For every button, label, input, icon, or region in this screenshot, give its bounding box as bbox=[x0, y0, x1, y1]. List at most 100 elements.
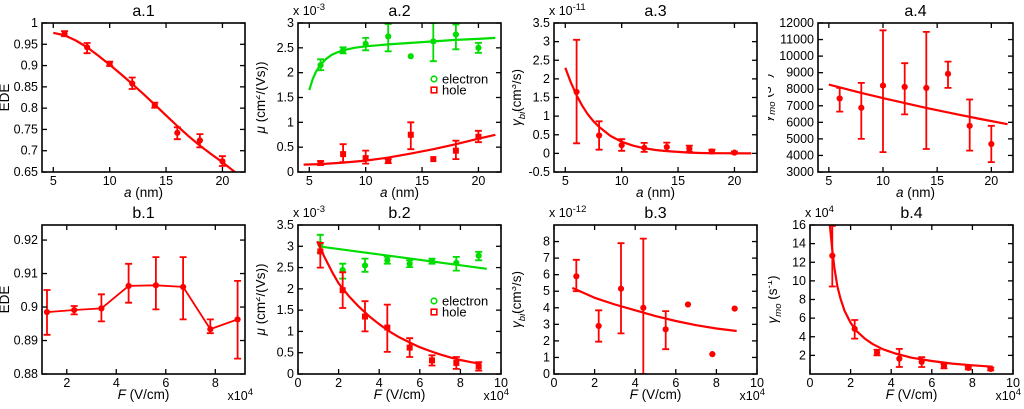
hole-fit-line bbox=[316, 240, 481, 365]
subplot-title: b.4 bbox=[900, 205, 922, 222]
EDE-data-point bbox=[106, 60, 113, 67]
subplot-title: a.1 bbox=[132, 3, 154, 20]
gamma_mo-fit-line bbox=[828, 83, 1008, 126]
subplot-title: b.3 bbox=[644, 205, 666, 222]
axes-box bbox=[553, 224, 758, 375]
y-tick-label: 0.95 bbox=[14, 37, 38, 51]
plot-a4: 5 10 15 20 3000 4000 5000 6000 7000 8000 9000 10000… bbox=[758, 3, 1014, 200]
x-tick-label: 10 bbox=[103, 174, 117, 188]
gamma_bi-data-point bbox=[709, 351, 716, 358]
gamma_bi-data-point bbox=[663, 143, 670, 151]
y-tick-label: 0.5 bbox=[277, 346, 294, 360]
EDE-data-point bbox=[219, 158, 226, 165]
x-tick-label: 4 bbox=[632, 376, 639, 390]
y-axis-label: μ (cm2/(Vs)) bbox=[256, 62, 268, 135]
subplot-title: a.2 bbox=[388, 3, 410, 20]
electron-data-point bbox=[428, 258, 436, 265]
electron-data-point bbox=[475, 252, 482, 259]
subplot-title: b.2 bbox=[388, 205, 410, 222]
x-tick-label: 8 bbox=[212, 376, 219, 390]
axes-box bbox=[41, 22, 246, 173]
subplot-cell-b2: 0 2 4 6 8 10 0 0.5 1 1.5 2 2.5 3 3.5 b.2 F (V/cm) μ (cm2… bbox=[252, 202, 512, 404]
y-tick-label: 1 bbox=[543, 109, 550, 123]
axes-box bbox=[817, 22, 1014, 173]
gamma_mo-data-point bbox=[829, 252, 836, 259]
x-tick-label: 6 bbox=[416, 376, 423, 390]
x-tick-label: 6 bbox=[162, 376, 169, 390]
hole-data-point bbox=[340, 151, 347, 158]
axis-ticks bbox=[42, 22, 245, 173]
gamma_bi-data-point bbox=[573, 273, 580, 280]
electron-data-point bbox=[384, 257, 391, 264]
subplot-cell-b1: 2 4 6 8 0.88 0.89 0.9 0.91 0.92 b.1 F (V/cm) EDE x10… bbox=[0, 202, 256, 404]
x-tick-label: 10 bbox=[494, 376, 508, 390]
gamma_bi-data-point bbox=[731, 149, 738, 156]
y-tick-label: 1 bbox=[287, 324, 294, 338]
x-tick-label: 10 bbox=[750, 376, 764, 390]
y-tick-label: 4 bbox=[799, 330, 806, 344]
axis-ticks bbox=[818, 22, 1013, 173]
x-tick-label: 15 bbox=[415, 174, 429, 188]
subplot-cell-a2: 5 10 15 20 0 0.5 1 1.5 2 2.5 3 a.2 a (nm) μ (cm2/(Vs)… bbox=[252, 0, 512, 202]
y-axis-label: γmo (s-1) bbox=[768, 276, 784, 324]
plot-a3: 5 10 15 20 -0.5 0 0.5 1 1.5 2 2.5 3 3.5 a.3 a (nm) γbi(… bbox=[508, 2, 758, 200]
EDE-data-point bbox=[196, 137, 203, 144]
x-axis-exponent: x104 bbox=[228, 387, 253, 403]
y-tick-label: 2.5 bbox=[277, 261, 294, 275]
x-tick-label: 15 bbox=[930, 174, 944, 188]
y-tick-label: 3.5 bbox=[533, 16, 550, 30]
hole-data-point bbox=[407, 131, 414, 138]
y-tick-label: 1 bbox=[543, 350, 550, 364]
legend-marker-hole bbox=[430, 308, 438, 316]
gamma_mo-data-point bbox=[879, 82, 887, 89]
y-tick-label: 0.7 bbox=[21, 144, 38, 158]
electron-data-point bbox=[430, 38, 437, 45]
axes-box bbox=[297, 22, 502, 173]
x-tick-label: 2 bbox=[591, 376, 598, 390]
x-axis-exponent: x104 bbox=[996, 387, 1021, 403]
gamma_bi-data-point bbox=[595, 322, 602, 330]
gamma_mo-fit-line bbox=[828, 225, 993, 368]
y-tick-label: 12000 bbox=[779, 16, 814, 30]
y-tick-label: 7000 bbox=[786, 99, 814, 113]
y-tick-label: 3 bbox=[287, 16, 294, 30]
y-tick-label: 8 bbox=[543, 235, 550, 249]
gamma_mo-data-point bbox=[918, 358, 925, 365]
gamma_mo-data-point bbox=[901, 83, 908, 91]
y-tick-label: 9000 bbox=[786, 66, 814, 80]
y-tick-label: 0.89 bbox=[14, 334, 38, 348]
x-tick-label: 20 bbox=[471, 174, 485, 188]
electron-data-point bbox=[407, 53, 414, 60]
axis-ticks bbox=[297, 224, 502, 375]
y-axis-exponent: x 10-3 bbox=[293, 204, 325, 220]
EDE-fit-line bbox=[53, 31, 237, 172]
x-tick-label: 4 bbox=[376, 376, 383, 390]
y-tick-label: 0.9 bbox=[21, 300, 38, 314]
y-axis-label: μ (cm2/(Vs)) bbox=[256, 264, 268, 337]
gamma_mo-data-point bbox=[873, 349, 881, 356]
legend-label: electron bbox=[442, 72, 488, 87]
hole-data-point bbox=[385, 158, 392, 165]
gamma_mo-data-point bbox=[965, 364, 972, 372]
hole-data-point bbox=[361, 313, 368, 320]
y-tick-label: 0.5 bbox=[533, 128, 550, 142]
x-axis-label: a (nm) bbox=[380, 185, 419, 200]
x-tick-label: 4 bbox=[113, 376, 120, 390]
x-tick-label: 15 bbox=[159, 174, 173, 188]
electron-fit-line bbox=[308, 36, 496, 91]
y-tick-label: 8 bbox=[799, 293, 806, 307]
gamma_mo-data-point bbox=[940, 362, 948, 370]
y-axis-exponent: x 10-3 bbox=[293, 2, 325, 18]
legend-label: hole bbox=[442, 305, 467, 320]
y-tick-label: -0.5 bbox=[528, 165, 550, 179]
y-tick-label: 11000 bbox=[780, 33, 814, 47]
gamma_mo-data-point bbox=[851, 325, 858, 332]
hole-data-point bbox=[339, 287, 346, 294]
gamma_mo-data-point bbox=[966, 122, 973, 129]
x-tick-label: 8 bbox=[713, 376, 720, 390]
x-tick-label: 5 bbox=[50, 174, 57, 188]
